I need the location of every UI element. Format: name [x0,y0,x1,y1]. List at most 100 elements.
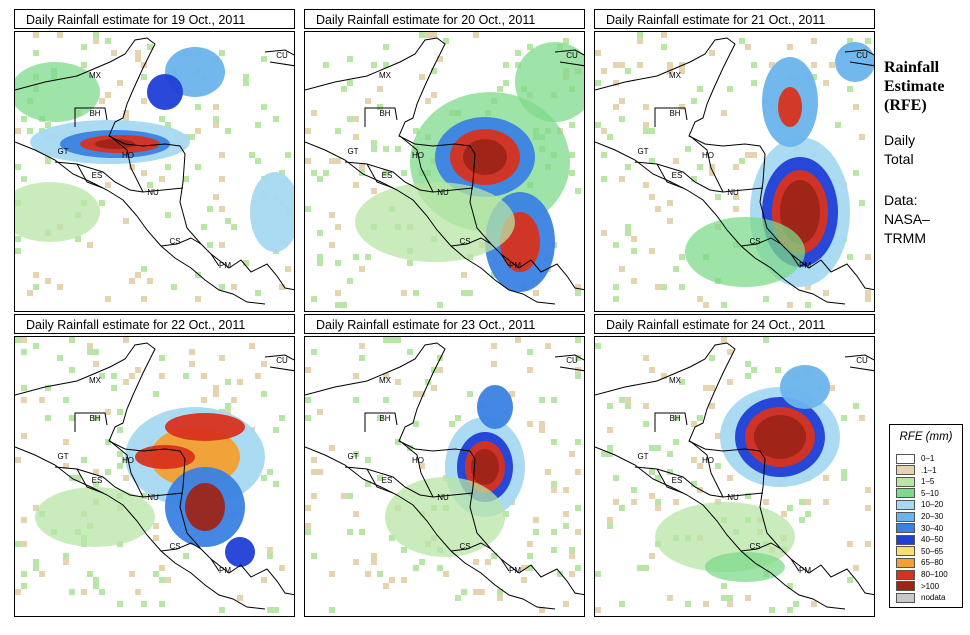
rain-cell [431,385,437,391]
rain-cell [153,535,159,541]
rain-cell [311,493,317,499]
rain-cell [407,260,413,266]
rfe-title-line: (RFE) [884,97,927,114]
rain-cell [727,475,733,481]
rain-cell [219,152,225,158]
caribbean-coastline [15,37,294,291]
rain-cell [63,439,69,445]
rain-cell [353,116,359,122]
rain-cell [575,337,581,343]
legend-item: 5–10 [896,488,939,499]
rainfall-blob [778,87,802,127]
rain-cell [329,445,335,451]
rain-cell [607,445,613,451]
rain-cell [637,565,643,571]
rain-cell [503,62,509,68]
map-panel-24-oct: Daily Rainfall estimate for 24 Oct., 201… [594,314,875,617]
rain-cell [569,451,575,457]
rain-cell [865,487,871,493]
country-label: MX [379,71,392,80]
country-label: NU [727,493,739,502]
rain-cell [673,439,679,445]
rainfall-field [385,385,525,557]
rain-cell [853,170,859,176]
rain-cell [859,134,865,140]
rain-cell [847,86,853,92]
rain-cell [709,355,715,361]
legend-swatch [896,511,915,522]
country-label: CU [276,51,288,60]
rain-cell [305,158,311,164]
rain-cell [685,601,691,607]
rain-cell [171,284,177,290]
rain-cell [727,349,733,355]
rain-cell [563,523,569,529]
data-label: Data: [884,192,918,208]
rain-cell [347,80,353,86]
rain-cell [45,158,51,164]
rain-cell [443,571,449,577]
rain-cell [575,469,581,475]
rain-cell [33,272,39,278]
rain-cell [823,475,829,481]
country-border [109,135,184,193]
map-panel-23-oct: Daily Rainfall estimate for 23 Oct., 201… [304,314,585,617]
rain-cell [575,439,581,445]
rain-cell [147,182,153,188]
rain-cell [509,391,515,397]
rain-cell [141,170,147,176]
rain-cell [195,104,201,110]
rain-cell [733,164,739,170]
rain-cell [655,284,661,290]
rain-cell [715,463,721,469]
rainfall-field [355,42,584,292]
rain-cell [739,158,745,164]
country-label: HO [702,456,714,465]
rainfall-blob [780,365,830,409]
rain-cell [763,296,769,302]
rain-cell [575,355,581,361]
rain-cell [473,32,479,38]
country-label: GT [347,147,358,156]
rain-cell [87,349,93,355]
rainfall-map: MX BH GT HO ES NU CS PM CU [304,336,585,617]
rain-cell [721,302,727,308]
rain-cell [311,349,317,355]
rain-cell [709,164,715,170]
rain-cell [359,355,365,361]
country-label: BH [669,414,680,423]
country-label: CS [169,542,180,551]
rain-cell [75,236,81,242]
rain-cell [33,505,39,511]
rain-cell [359,266,365,272]
rainfall-blob [250,172,294,252]
rain-cell [69,367,75,373]
rain-cell [195,128,201,134]
rain-cell [159,176,165,182]
rain-cell [21,517,27,523]
rain-cell [129,278,135,284]
rain-cell [613,62,619,68]
rain-cell [667,200,673,206]
rain-cell [595,607,601,613]
rain-cell [383,337,389,343]
rain-cell [419,463,425,469]
rain-cell [721,583,727,589]
rain-cell [261,577,267,583]
rain-cell [847,38,853,44]
rain-cell [383,170,389,176]
rain-cell [745,493,751,499]
rain-cell [545,469,551,475]
country-label: PM [219,566,231,575]
rain-cell [311,457,317,463]
caribbean-coastline [15,342,294,596]
rain-cell [93,32,99,38]
country-label: NU [437,188,449,197]
rain-cell [111,385,117,391]
rain-cell [691,176,697,182]
rainfall-map: MX BH GT HO ES NU CS PM CU [14,336,295,617]
rain-cell [129,373,135,379]
country-label: NU [147,188,159,197]
rain-cell [847,254,853,260]
caribbean-coastline [595,37,874,291]
